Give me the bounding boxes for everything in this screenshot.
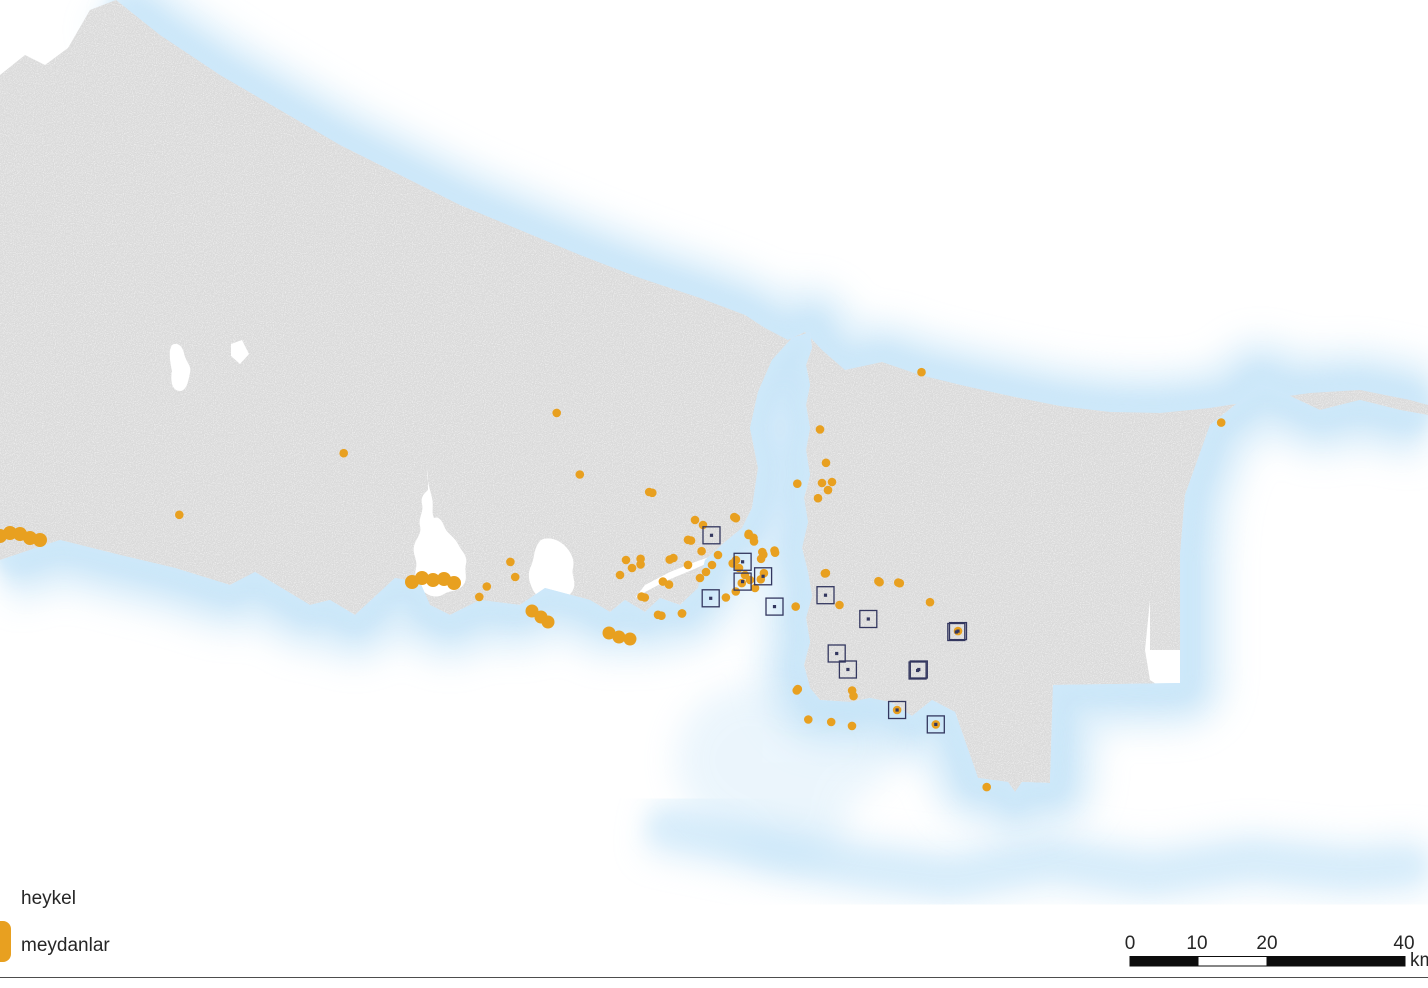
svg-text:10: 10	[1186, 933, 1207, 954]
svg-text:0: 0	[1125, 933, 1136, 954]
svg-text:20: 20	[1256, 933, 1277, 954]
svg-text:km: km	[1410, 950, 1428, 971]
